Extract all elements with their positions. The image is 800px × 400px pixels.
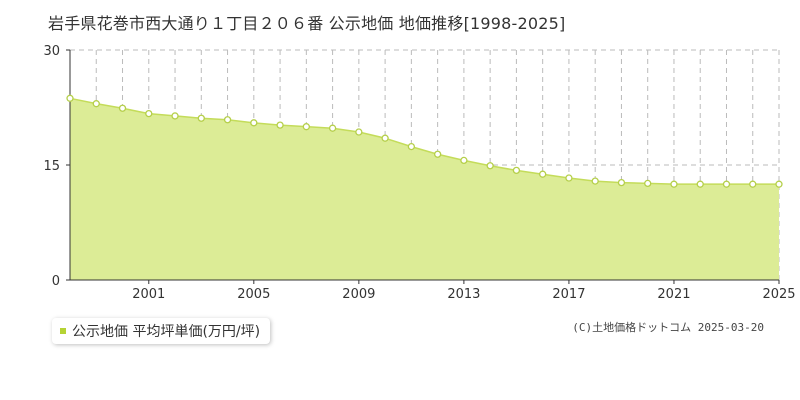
data-point [565,174,573,182]
data-point [696,180,704,188]
y-tick-label: 30 [43,44,60,59]
x-tick-label: 2005 [237,287,270,302]
data-point [118,104,127,112]
data-point [250,119,258,127]
data-point [407,142,416,151]
data-point [486,162,494,170]
data-point [644,179,652,188]
data-point [617,178,626,187]
data-point [460,156,468,165]
x-tick-label: 2013 [447,287,480,302]
copyright-text: (C)土地価格ドットコム 2025-03-20 [572,321,764,334]
data-point [381,134,389,142]
data-point [749,180,757,188]
data-point [670,180,678,188]
legend-swatch [60,328,66,334]
legend-label: 公示地価 平均坪単価(万円/坪) [72,324,261,340]
data-point [223,116,232,124]
y-tick-label: 15 [43,159,60,174]
data-point [328,124,337,132]
series-line [69,97,779,185]
x-tick-label: 2025 [762,287,795,302]
data-point [512,166,521,175]
data-point [591,177,599,185]
data-point [171,112,179,120]
x-tick-label: 2001 [132,287,165,302]
x-tick-label: 2021 [657,287,690,302]
data-point [433,150,442,158]
y-tick-label: 0 [52,274,60,289]
x-tick-label: 2017 [552,287,585,302]
legend: 公示地価 平均坪単価(万円/坪) [52,318,271,344]
chart-title: 岩手県花巻市西大通り１丁目２０６番 公示地価 地価推移[1998-2025] [48,14,566,33]
data-point [539,170,547,178]
data-point [276,121,284,129]
data-point [355,128,363,136]
data-point [775,180,783,188]
data-point [145,109,153,118]
series-area [70,98,779,280]
data-point [722,180,731,188]
data-point [302,123,310,131]
data-point [92,100,100,108]
data-point [197,114,205,122]
x-tick-label: 2009 [342,287,375,302]
data-point [66,94,74,102]
